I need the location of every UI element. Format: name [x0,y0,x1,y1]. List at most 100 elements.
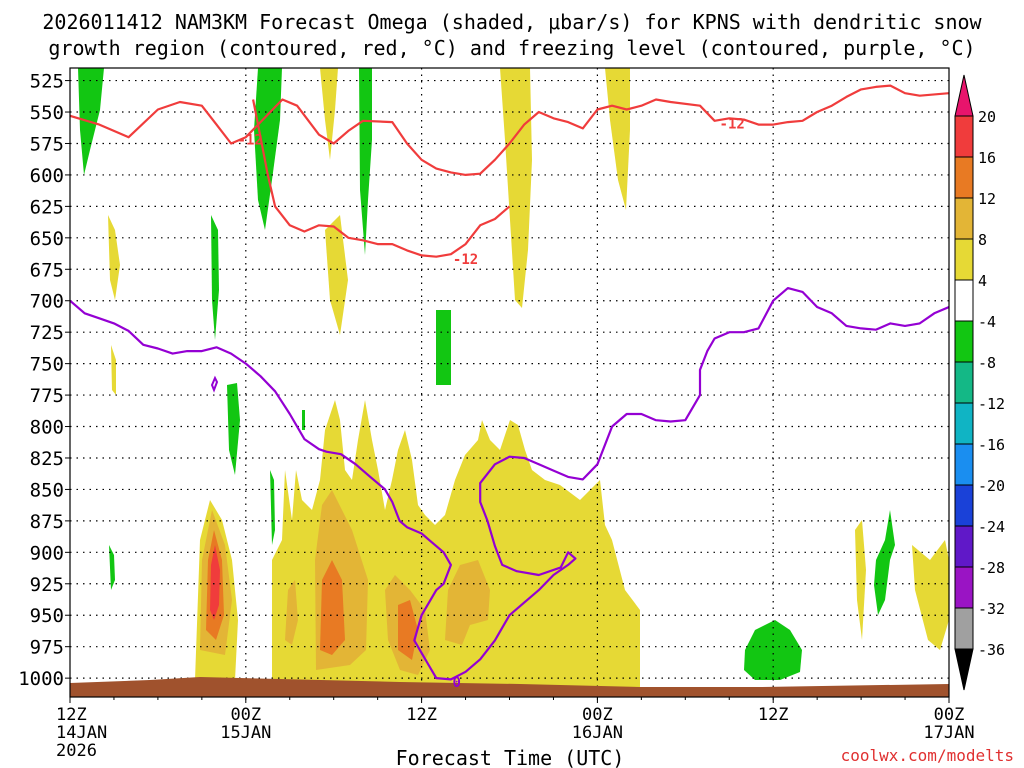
colorbar-label: 8 [978,231,987,249]
x-tick-label: 12Z [758,705,789,725]
y-tick-label: 775 [30,385,64,407]
omega-deep-orange-core [320,560,345,655]
colorbar-label: -36 [978,641,1005,659]
x-tick-label: 17JAN [923,723,974,743]
y-axis: 525 550 575 600 625 650 675 700 725 750 775 800 825 8… [18,71,70,690]
x-tick-label: 16JAN [572,723,623,743]
contour-line [70,287,949,681]
colorbar-label: -32 [978,600,1005,618]
y-tick-label: 900 [30,542,64,564]
contour-label: -12 [720,116,745,132]
y-tick-label: 800 [30,417,64,439]
contour-line [252,99,511,258]
colorbar-segment [954,197,974,240]
x-axis-label: Forecast Time (UTC) [396,746,625,768]
y-tick-label: 550 [30,102,64,124]
omega-descent-region [874,510,895,615]
omega-ascent-region [605,68,630,210]
x-tick-label: 15JAN [220,723,271,743]
colorbar-segment [954,156,974,199]
colorbar-segment [954,607,974,650]
y-tick-label: 925 [30,574,64,596]
contour-label: 0 [453,675,461,691]
colorbar-label: -16 [978,436,1005,454]
contour-labels: -12 -12 -12 0 [238,116,745,691]
omega-descent-region [436,310,451,385]
omega-descent-region [270,470,275,545]
omega-red-core [210,545,220,620]
x-tick-label: 2026 [56,741,97,761]
y-tick-label: 525 [30,71,64,93]
x-tick-label: 12Z [56,705,87,725]
colorbar-segment [954,238,974,281]
omega-descent-region [227,383,240,475]
omega-ascent-region [108,215,120,300]
colorbar-label: -20 [978,477,1005,495]
omega-deep-orange-core [398,600,418,660]
omega-descent-region [744,620,802,680]
omega-orange-core [285,580,298,645]
credit-text: coolwx.com/modelts [841,746,1014,765]
colorbar-label: 16 [978,149,996,167]
y-tick-label: 725 [30,322,64,344]
y-tick-label: 875 [30,511,64,533]
omega-ascent-region [500,68,532,308]
y-tick-label: 575 [30,133,64,155]
y-tick-label: 850 [30,479,64,501]
chart-title-line-2: growth region (contoured, red, °C) and f… [48,36,975,60]
colorbar-label: 12 [978,190,996,208]
y-tick-label: 975 [30,637,64,659]
chart-title-line-1: 2026011412 NAM3KM Forecast Omega (shaded… [42,10,982,34]
colorbar-segment [954,74,974,117]
contour-label: -12 [238,133,263,149]
colorbar-segment [954,279,974,322]
omega-descent-region [359,68,372,255]
colorbar-segment [954,484,974,527]
omega-ascent-region [325,215,348,335]
ground-terrain [70,677,949,697]
y-tick-label: 600 [30,165,64,187]
colorbar-label: 4 [978,272,987,290]
y-tick-label: 1000 [18,668,64,690]
colorbar-segment [954,115,974,158]
colorbar-segment [954,525,974,568]
omega-descent-region [211,215,219,340]
contour-line [70,84,949,176]
x-tick-label: 12Z [406,705,437,725]
x-tick-label: 00Z [582,705,613,725]
x-tick-label: 14JAN [56,723,107,743]
contour-line [210,375,219,393]
omega-descent-region [109,545,115,590]
gridlines [70,68,949,697]
colorbar-segment [954,320,974,363]
x-tick-label: 00Z [230,705,261,725]
contour-lines [70,84,949,681]
y-tick-label: 675 [30,259,64,281]
colorbar-label: -8 [978,354,996,372]
omega-ascent-region [111,345,116,395]
y-tick-label: 700 [30,291,64,313]
colorbar-segment [954,361,974,404]
colorbar-segment [954,566,974,609]
y-tick-label: 650 [30,228,64,250]
y-tick-label: 825 [30,448,64,470]
y-tick-label: 625 [30,196,64,218]
colorbar-label: -12 [978,395,1005,413]
colorbar-segment [954,648,974,691]
y-tick-label: 950 [30,605,64,627]
omega-orange-core [445,560,490,645]
colorbar: 20 16 12 8 4 -4 -8 -12 -16 -20 -24 -28 -32 -36 [954,74,1005,691]
colorbar-label: -24 [978,518,1005,536]
colorbar-segment [954,443,974,486]
colorbar-label: 20 [978,108,996,126]
y-tick-label: 750 [30,354,64,376]
colorbar-label: -28 [978,559,1005,577]
omega-descent-region [302,410,305,430]
x-tick-label: 00Z [934,705,965,725]
omega-ascent-region [855,520,866,640]
omega-shading [78,68,949,695]
contour-label: -12 [453,252,478,268]
colorbar-segment [954,402,974,445]
